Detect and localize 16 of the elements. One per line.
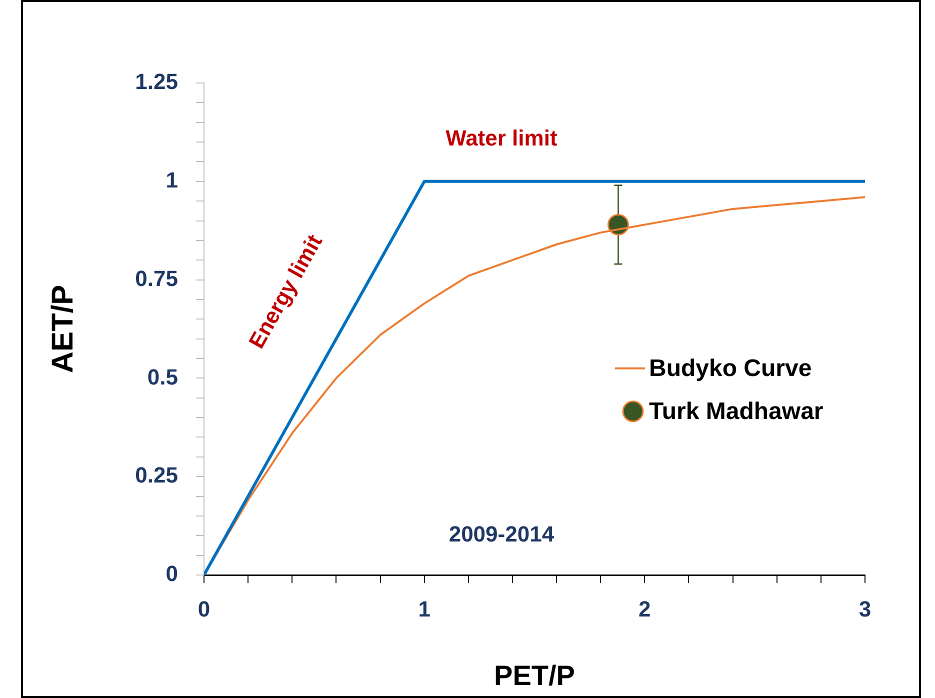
legend-label: Turk Madhawar <box>649 398 824 425</box>
y-tick-label: 1 <box>166 167 178 192</box>
x-tick-label: 3 <box>858 596 872 622</box>
y-axis-title: AET/P <box>46 284 80 374</box>
y-tick-label: 0.25 <box>135 462 178 488</box>
x-tick-label: 0 <box>198 596 210 622</box>
x-tick-label: 1 <box>418 596 430 622</box>
annotation: Water limit <box>446 126 558 151</box>
y-tick-label: 0 <box>166 561 178 586</box>
annotation: 2009-2014 <box>448 522 555 547</box>
y-tick-label: 0.5 <box>147 364 178 390</box>
legend-label: Budyko Curve <box>649 354 812 382</box>
x-tick-label: 2 <box>638 596 651 622</box>
y-tick-label: 1.25 <box>135 69 178 94</box>
y-tick-label: 0.75 <box>135 266 178 291</box>
x-axis-title: PET/P <box>494 660 575 691</box>
